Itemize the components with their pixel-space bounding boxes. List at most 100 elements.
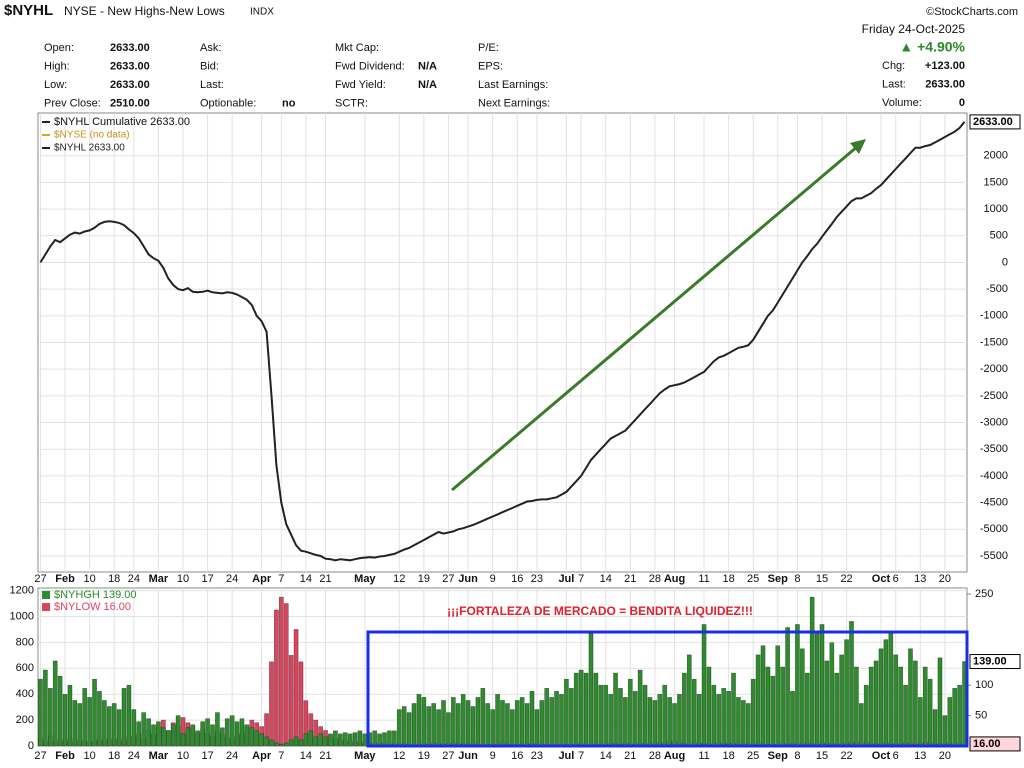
y-tick-label: -3500 <box>980 443 1008 455</box>
bar <box>308 730 314 747</box>
bar <box>726 691 731 747</box>
bar <box>318 733 323 747</box>
bar <box>337 733 343 747</box>
y-tick-label: -1500 <box>980 336 1008 348</box>
bar <box>323 736 328 747</box>
bar <box>141 712 147 747</box>
x-tick-label: 12 <box>393 750 405 762</box>
x-tick-label: Aug <box>664 750 685 762</box>
x-tick-label: 11 <box>698 750 709 762</box>
bar <box>436 709 441 747</box>
bar <box>790 691 795 747</box>
x-tick-label: Jul <box>558 573 574 585</box>
quote-label: Last Earnings: <box>478 79 548 91</box>
y-tick-label: 800 <box>16 636 34 648</box>
y-tick-label: 0 <box>1002 256 1008 268</box>
x-tick-label: Jun <box>458 573 478 585</box>
bar <box>200 721 206 747</box>
bar <box>677 694 682 747</box>
y-tick-label: 1500 <box>984 176 1008 188</box>
x-tick-label: Mar <box>149 750 169 762</box>
bar <box>219 727 225 747</box>
bar <box>470 706 476 747</box>
legend-entry: $NYHGH 139.00 <box>54 589 137 601</box>
bar <box>608 694 614 747</box>
bar <box>165 730 171 747</box>
bar <box>696 694 702 747</box>
bar <box>52 660 58 747</box>
quote-label: Mkt Cap: <box>335 42 379 54</box>
bar <box>927 678 933 747</box>
bar <box>731 672 736 747</box>
bar <box>215 712 220 747</box>
bar <box>38 678 43 747</box>
x-tick-label: 19 <box>418 750 430 762</box>
legend-entry: $NYHL 2633.00 <box>54 143 125 154</box>
x-tick-label: May <box>354 573 376 585</box>
quote-label: Chg: <box>882 60 905 72</box>
value-tag-box <box>969 654 1021 670</box>
legend-entry: $NYHL Cumulative 2633.00 <box>54 116 190 128</box>
quote-value: +123.00 <box>925 60 965 72</box>
quote-value: 2633.00 <box>925 78 965 90</box>
bar <box>387 730 392 747</box>
bar <box>745 703 751 747</box>
y2-tick-label: 250 <box>975 588 993 600</box>
bar <box>416 694 422 747</box>
x-tick-label: 20 <box>939 750 951 762</box>
quote-label: Last: <box>200 79 224 91</box>
bar <box>642 684 648 747</box>
y-tick-label: 400 <box>16 688 34 700</box>
bar <box>372 730 378 747</box>
bar <box>126 684 132 747</box>
security-kind: INDX <box>250 7 274 18</box>
y-tick-label: -2500 <box>980 390 1008 402</box>
x-tick-label: 20 <box>939 573 951 585</box>
bar <box>47 687 53 747</box>
bar <box>618 687 623 747</box>
x-tick-label: 16 <box>511 750 523 762</box>
bar <box>87 697 92 747</box>
quote-value: 2633.00 <box>110 60 150 72</box>
value-tag-box <box>969 114 1021 130</box>
bar <box>509 709 515 747</box>
x-tick-label: 13 <box>914 573 926 585</box>
x-tick-label: 16 <box>511 573 523 585</box>
quote-value: no <box>282 97 296 109</box>
x-tick-label: 27 <box>442 750 454 762</box>
bar <box>278 596 284 747</box>
bar <box>740 700 746 747</box>
x-tick-label: Sep <box>768 573 788 585</box>
security-name: NYSE - New Highs-New Lows <box>64 4 225 18</box>
y-tick-label: -2000 <box>980 363 1008 375</box>
x-tick-label: Oct <box>872 573 891 585</box>
bar <box>406 712 412 747</box>
x-tick-label: 18 <box>722 573 734 585</box>
bar <box>804 672 810 747</box>
bar <box>868 666 874 747</box>
x-tick-label: 17 <box>201 750 213 762</box>
change-pct: ▲ +4.90% <box>899 39 965 55</box>
x-tick-label: 23 <box>531 750 543 762</box>
y-tick-label: 200 <box>16 714 34 726</box>
bar <box>947 697 953 747</box>
bar <box>224 718 230 747</box>
x-tick-label: 6 <box>893 573 899 585</box>
quote-label: Open: <box>44 42 74 54</box>
y-tick-label: -3000 <box>980 416 1008 428</box>
y-tick-label: -1000 <box>980 310 1008 322</box>
bar <box>244 724 250 747</box>
bar <box>460 694 466 747</box>
bar <box>57 675 63 747</box>
bar <box>863 684 869 747</box>
bar <box>844 639 849 747</box>
bar <box>637 669 643 747</box>
bar <box>62 694 68 747</box>
x-tick-label: Jun <box>458 750 478 762</box>
annotation: ¡¡¡FORTALEZA DE MERCADO = BENDITA LIQUID… <box>447 604 753 618</box>
bar <box>922 666 928 747</box>
bar <box>121 687 127 747</box>
bar <box>259 733 265 747</box>
x-tick-label: 27 <box>34 573 46 585</box>
bar <box>455 703 461 747</box>
